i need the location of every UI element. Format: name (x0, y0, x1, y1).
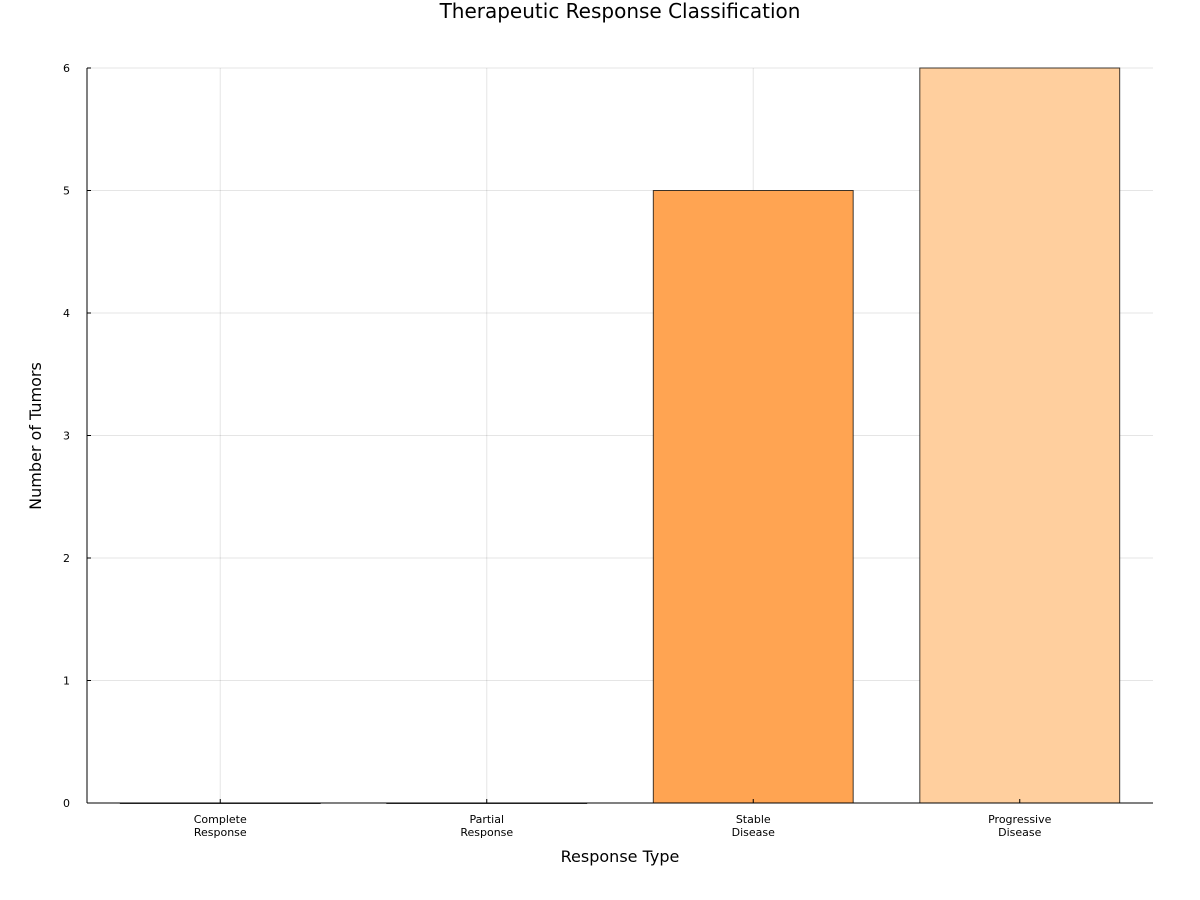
x-tick-label-line: Partial (469, 813, 504, 826)
x-tick-label-line: Response (460, 826, 513, 839)
x-axis-label: Response Type (561, 847, 680, 866)
x-tick-label: Progressive Disease (988, 813, 1052, 839)
x-tick-label-line: Progressive (988, 813, 1052, 826)
y-axis-label: Number of Tumors (26, 362, 45, 510)
x-tick-label: Stable Disease (732, 813, 775, 839)
x-tick-label: Partial Response (460, 813, 513, 839)
y-tick-label: 3 (63, 430, 70, 443)
chart-title: Therapeutic Response Classification (439, 0, 801, 23)
y-tick-label: 2 (63, 552, 70, 565)
y-ticks: 0 1 2 3 4 5 6 (63, 62, 91, 810)
y-tick-label: 0 (63, 797, 70, 810)
x-tick-label-line: Disease (732, 826, 775, 839)
y-tick-label: 6 (63, 62, 70, 75)
x-tick-label-line: Complete (194, 813, 247, 826)
y-tick-label: 5 (63, 185, 70, 198)
x-tick-label-line: Response (194, 826, 247, 839)
bar (652, 190, 854, 804)
bar (919, 67, 1121, 804)
y-tick-label: 1 (63, 675, 70, 688)
x-tick-label-line: Disease (998, 826, 1041, 839)
x-tick-label-line: Stable (736, 813, 771, 826)
x-tick-label: Complete Response (194, 813, 247, 839)
y-tick-label: 4 (63, 307, 70, 320)
